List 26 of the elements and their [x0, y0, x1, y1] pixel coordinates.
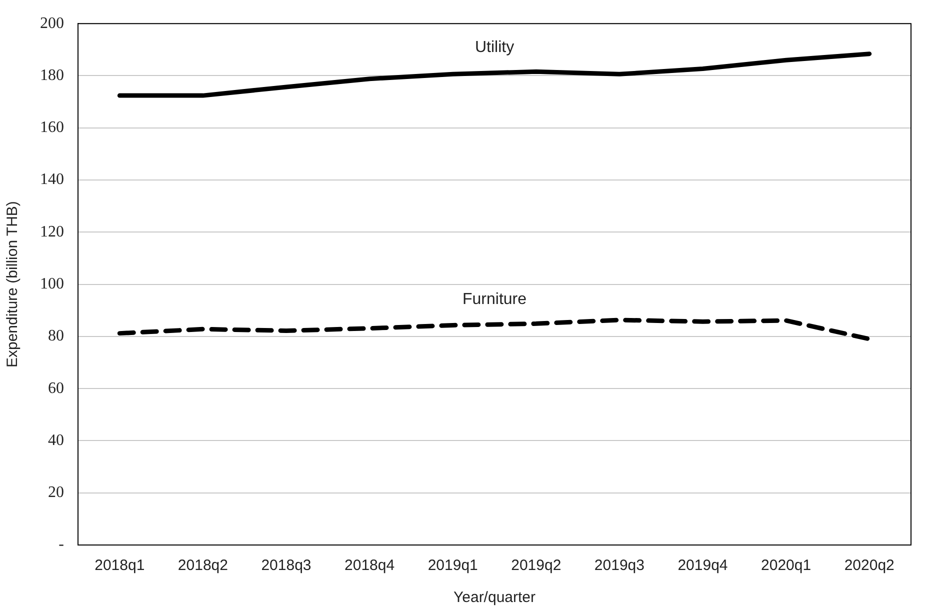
- series-label: Furniture: [462, 291, 527, 308]
- y-tick-label: 120: [40, 223, 64, 240]
- y-tick-label: 160: [40, 119, 64, 136]
- x-tick-label: 2018q2: [178, 557, 228, 574]
- y-tick-label: 180: [40, 66, 64, 84]
- x-tick-label: 2020q1: [761, 557, 812, 574]
- y-tick-label: 100: [40, 276, 64, 293]
- y-tick-label: 20: [48, 484, 64, 502]
- x-tick-label: 2020q2: [844, 557, 894, 574]
- x-tick-label: 2019q1: [428, 557, 478, 574]
- x-tick-label: 2018q3: [261, 557, 312, 574]
- y-tick-label: 140: [40, 171, 64, 188]
- y-tick-label: 40: [48, 432, 64, 449]
- y-tick-label: 80: [48, 328, 64, 345]
- y-tick-label: 200: [40, 14, 64, 32]
- x-tick-label: 2019q2: [511, 557, 562, 574]
- series-label: Utility: [474, 38, 514, 56]
- x-tick-label: 2019q3: [594, 557, 644, 574]
- x-tick-label: 2018q1: [94, 557, 145, 574]
- x-tick-label: 2018q4: [344, 557, 395, 574]
- y-tick-label: 60: [48, 380, 64, 397]
- y-axis-title: Expenditure (billion THB): [4, 201, 22, 368]
- x-tick-label: 2019q4: [678, 557, 728, 574]
- y-tick-label: -: [58, 536, 64, 554]
- line-series: [117, 318, 872, 342]
- x-axis-title: Year/quarter: [453, 589, 536, 606]
